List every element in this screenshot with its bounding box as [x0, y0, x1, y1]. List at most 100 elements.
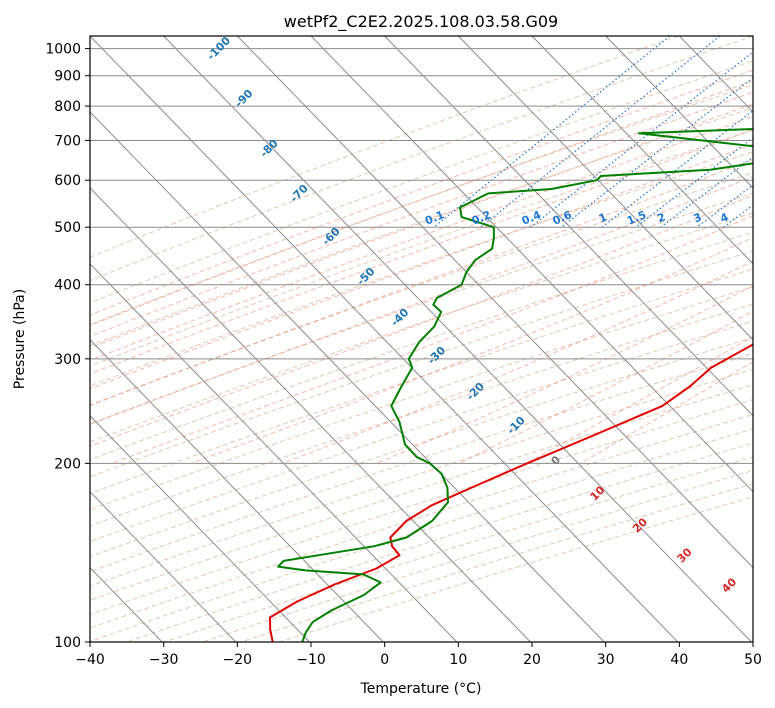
isotherm-line	[90, 111, 605, 642]
y-tick-label: 400	[54, 278, 81, 294]
isotherm-label: -60	[320, 225, 343, 248]
moist-adiabat-line	[90, 128, 753, 375]
x-tick-label: 10	[449, 652, 467, 668]
mixing-ratio-line	[433, 36, 670, 228]
isotherm-line	[457, 36, 753, 341]
mixing-ratio-label: 0.1	[423, 208, 446, 227]
isotherm-line	[384, 36, 753, 417]
dry-adiabat-line	[90, 107, 753, 347]
y-tick-label: 500	[54, 220, 81, 236]
y-tick-label: 900	[54, 69, 81, 85]
dry-adiabat-line	[90, 192, 753, 425]
isotherm-line	[605, 36, 753, 189]
dry-adiabat-line	[90, 212, 753, 443]
mixing-ratio-label: 0.4	[520, 208, 543, 227]
moist-adiabat-line	[90, 143, 753, 390]
dry-adiabat-line	[90, 413, 753, 629]
profile-lines	[269, 127, 753, 642]
moist-adiabat-line	[191, 237, 753, 464]
dewpoint-profile-line	[277, 127, 753, 642]
y-axis: 100 200 300 400 500 600 700 800 900 1000	[45, 42, 90, 651]
isotherm-label: -40	[388, 306, 411, 329]
moist-adiabat-line	[458, 310, 753, 464]
x-tick-label: 30	[597, 652, 615, 668]
mixing-ratio-label: 1	[597, 210, 609, 225]
grid-lines	[90, 36, 753, 642]
dry-adiabat-line	[278, 496, 753, 642]
moist-adiabat-line	[90, 91, 753, 337]
x-axis: −40 −30 −20 −10 0 10 20 30 40 50	[75, 642, 762, 668]
mixing-ratio-label: 3	[692, 210, 704, 225]
dry-adiabat-line	[90, 384, 753, 601]
mixing-ratio-line	[480, 36, 721, 228]
isotherm-line	[90, 339, 384, 642]
moist-adiabat-line	[90, 115, 753, 361]
dry-adiabat-line	[90, 428, 753, 642]
dry-adiabat-line	[90, 231, 753, 461]
y-tick-label: 800	[54, 99, 81, 115]
y-tick-label: 1000	[45, 42, 81, 58]
isotherm-line	[163, 36, 752, 642]
isotherm-label: -90	[232, 87, 255, 110]
isotherm-line	[90, 263, 458, 642]
x-axis-title: Temperature (°C)	[360, 681, 482, 697]
moist-adiabat-line	[90, 158, 753, 407]
dry-adiabat-line	[90, 353, 753, 573]
mixing-ratio-label: 0.2	[470, 208, 493, 227]
moist-adiabat-line	[90, 80, 753, 327]
mixing-ratio-label: 2	[655, 210, 667, 225]
x-tick-label: 40	[670, 652, 688, 668]
mixing-ratio-label: 6	[757, 210, 769, 225]
y-tick-label: 100	[54, 635, 81, 651]
isotherm-line	[90, 36, 679, 642]
isotherm-line	[90, 490, 237, 642]
moist-adiabat-line	[90, 175, 753, 425]
dry-adiabat-line	[90, 60, 753, 304]
line-labels: -100-90-80-70-60-50-40-30-20-10010203040…	[204, 36, 769, 596]
isotherm-label: 30	[675, 545, 695, 565]
y-axis-title: Pressure (hPa)	[12, 289, 28, 389]
isotherm-line	[236, 36, 753, 569]
x-tick-label: 20	[523, 652, 541, 668]
isotherm-label: -10	[505, 414, 528, 437]
chart-title: wetPf2_C2E2.2025.108.03.58.G09	[284, 12, 558, 32]
x-tick-label: −40	[75, 652, 105, 668]
isotherm-line	[90, 415, 310, 642]
y-tick-label: 200	[54, 456, 81, 472]
isotherm-label: 0	[549, 453, 564, 468]
temperature-profile-line	[269, 343, 753, 642]
dry-adiabat-line	[90, 172, 753, 406]
moist-adiabat-line	[376, 285, 753, 464]
mixing-ratio-line	[561, 76, 753, 228]
dry-adiabat-line	[90, 286, 753, 511]
isotherm-line	[90, 187, 531, 642]
dry-adiabat-line	[90, 36, 753, 282]
x-tick-label: 50	[744, 652, 762, 668]
isotherm-line	[310, 36, 753, 493]
dry-adiabat-line	[90, 84, 753, 326]
isotherm-line	[752, 36, 753, 37]
plot-frame	[89, 35, 754, 643]
y-tick-label: 300	[54, 352, 81, 368]
background-lines	[90, 36, 775, 642]
dry-adiabat-line	[90, 368, 753, 587]
x-tick-label: 0	[380, 652, 389, 668]
dry-adiabat-line	[90, 399, 753, 615]
mixing-ratio-line	[635, 136, 753, 228]
moist-adiabat-line	[90, 103, 753, 349]
isotherm-label: -30	[425, 344, 448, 367]
dry-adiabat-line	[90, 268, 753, 495]
y-tick-label: 700	[54, 133, 81, 149]
dry-adiabat-line	[90, 303, 753, 527]
dry-adiabat-line	[90, 151, 753, 387]
mixing-ratio-line	[762, 36, 775, 227]
isotherm-label: 40	[719, 575, 739, 595]
dry-adiabat-line	[90, 129, 753, 367]
moist-adiabat-line	[90, 69, 753, 316]
dry-adiabat-line	[90, 36, 679, 258]
x-tick-label: −20	[223, 652, 253, 668]
dry-adiabat-line	[126, 442, 753, 642]
dry-adiabat-line	[90, 320, 753, 542]
mixing-ratio-line	[723, 204, 753, 228]
